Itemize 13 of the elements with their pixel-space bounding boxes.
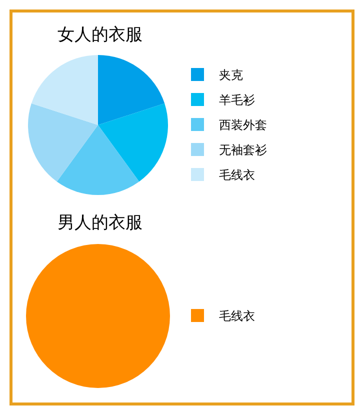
legend-label: 西装外套 <box>219 118 267 132</box>
pie-slice <box>56 125 140 195</box>
pie-slice <box>98 55 165 125</box>
chart-title: 女人的衣服 <box>58 25 142 45</box>
pie-slice <box>98 103 168 182</box>
pie-slice <box>28 103 98 182</box>
legend-label: 毛线衣 <box>219 168 255 182</box>
legend-label: 夹克 <box>219 68 243 82</box>
legend-label: 毛线衣 <box>219 309 255 323</box>
legend-label: 羊毛衫 <box>219 93 255 107</box>
legend-label: 无袖套衫 <box>219 143 267 157</box>
pie-slice <box>31 55 98 125</box>
chart-title: 男人的衣服 <box>58 213 142 233</box>
